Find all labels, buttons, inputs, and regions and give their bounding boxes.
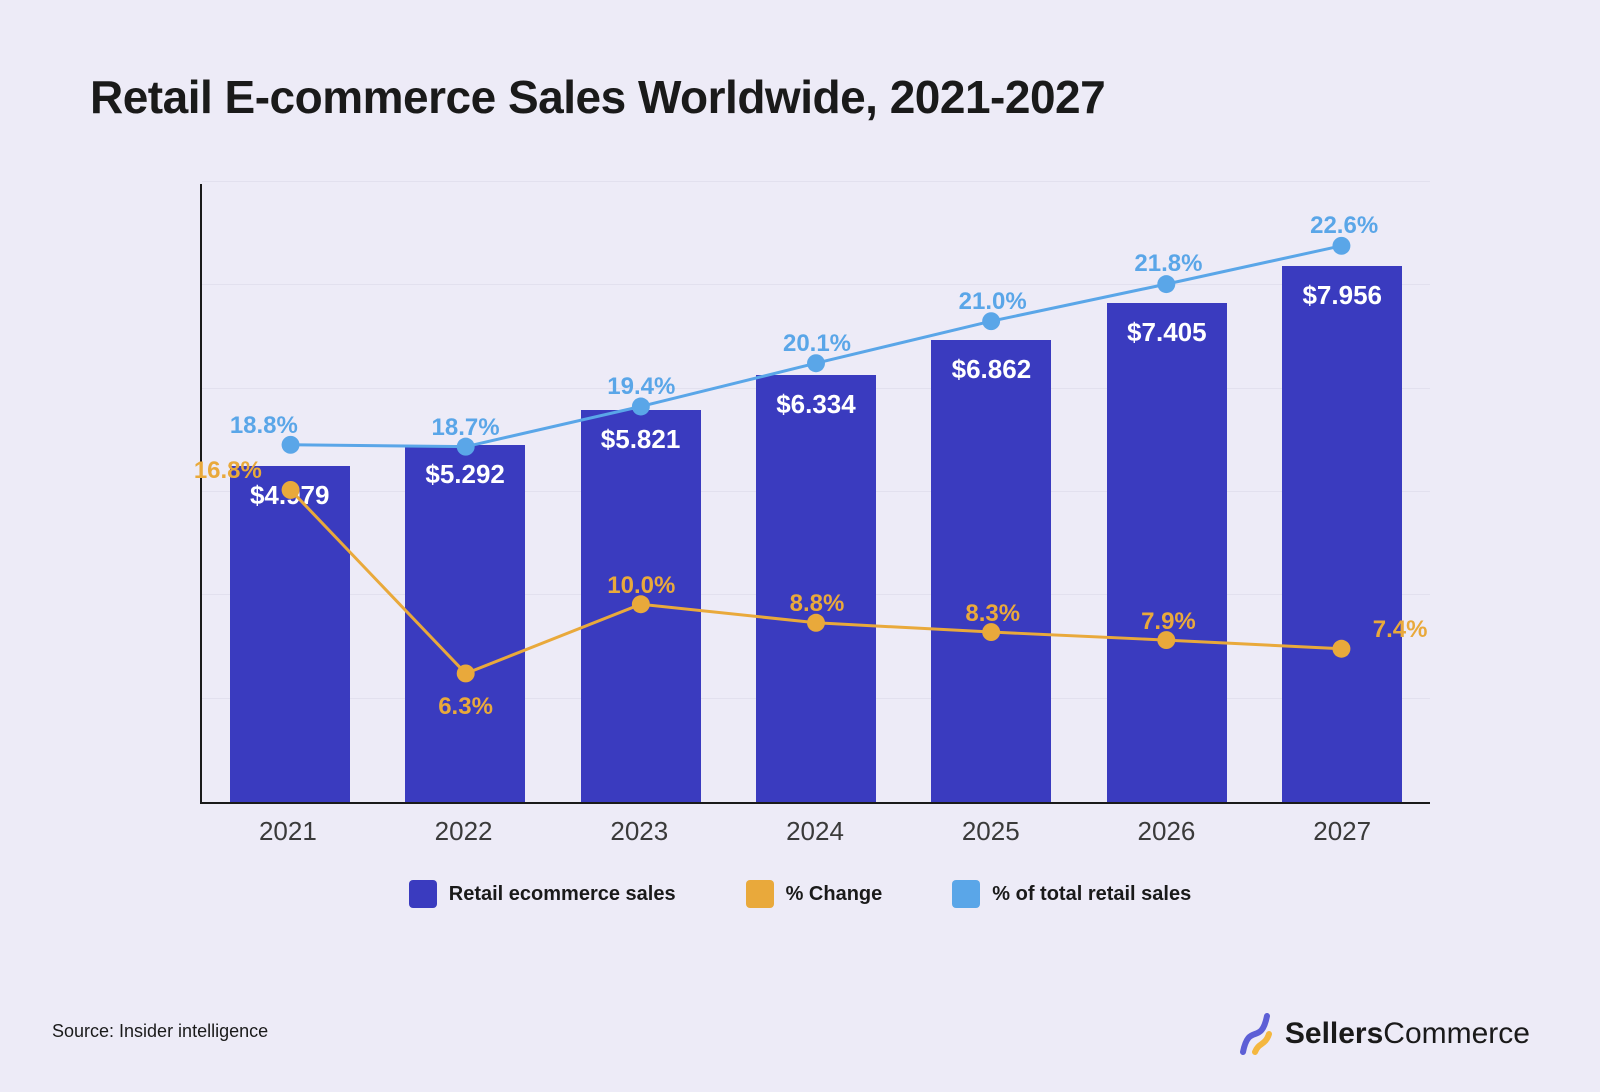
share-value-label: 19.4% xyxy=(607,373,675,401)
legend-swatch xyxy=(746,880,774,908)
change-value-label: 8.3% xyxy=(965,600,1020,628)
bar-slot: $4.979 xyxy=(202,184,377,802)
bars-container: $4.979 $5.292 $5.821 $6.334 $6.862 $7.405 $7.9… xyxy=(202,184,1430,802)
legend-item: Retail ecommerce sales xyxy=(409,880,676,908)
share-value-label: 22.6% xyxy=(1310,212,1378,240)
bar-value-label: $4.979 xyxy=(230,480,350,511)
x-axis-label: 2022 xyxy=(376,816,552,847)
chart-title: Retail E-commerce Sales Worldwide, 2021-… xyxy=(90,70,1510,124)
change-value-label: 16.8% xyxy=(194,457,262,485)
bar-slot: $6.862 xyxy=(904,184,1079,802)
brand-logo-icon xyxy=(1235,1012,1275,1056)
legend-label: Retail ecommerce sales xyxy=(449,883,676,906)
brand-name-light: Commerce xyxy=(1383,1017,1530,1050)
bar-value-label: $5.821 xyxy=(581,424,701,455)
plot-area: $4.979 $5.292 $5.821 $6.334 $6.862 $7.405 $7.9… xyxy=(200,184,1430,804)
bar-value-label: $6.862 xyxy=(931,354,1051,385)
bar-value-label: $7.956 xyxy=(1282,280,1402,311)
share-value-label: 18.7% xyxy=(432,414,500,442)
brand-name-bold: Sellers xyxy=(1285,1017,1383,1050)
grid-line xyxy=(202,181,1430,182)
bar: $5.821 xyxy=(581,410,701,802)
bar: $4.979 xyxy=(230,466,350,802)
x-axis-label: 2024 xyxy=(727,816,903,847)
share-value-label: 18.8% xyxy=(230,412,298,440)
bar: $6.862 xyxy=(931,340,1051,802)
share-value-label: 21.8% xyxy=(1134,250,1202,278)
x-axis-label: 2025 xyxy=(903,816,1079,847)
share-value-label: 20.1% xyxy=(783,330,851,358)
legend-item: % Change xyxy=(746,880,883,908)
bar: $5.292 xyxy=(405,445,525,802)
legend-swatch xyxy=(409,880,437,908)
bar: $6.334 xyxy=(756,375,876,802)
bar: $7.405 xyxy=(1107,303,1227,802)
bar: $7.956 xyxy=(1282,266,1402,802)
brand-text: SellersCommerce xyxy=(1285,1017,1530,1051)
change-value-label: 7.9% xyxy=(1141,608,1196,636)
bar-slot: $6.334 xyxy=(728,184,903,802)
source-text: Source: Insider intelligence xyxy=(52,1021,268,1042)
brand-attribution: SellersCommerce xyxy=(1235,1012,1530,1056)
bar-value-label: $5.292 xyxy=(405,459,525,490)
x-axis-labels: 2021202220232024202520262027 xyxy=(200,816,1430,847)
x-axis-label: 2021 xyxy=(200,816,376,847)
share-value-label: 21.0% xyxy=(959,288,1027,316)
bar-slot: $5.821 xyxy=(553,184,728,802)
change-value-label: 8.8% xyxy=(790,590,845,618)
x-axis-label: 2026 xyxy=(1079,816,1255,847)
legend-label: % Change xyxy=(786,883,883,906)
bar-value-label: $6.334 xyxy=(756,389,876,420)
bar-slot: $7.956 xyxy=(1255,184,1430,802)
chart-canvas: Retail E-commerce Sales Worldwide, 2021-… xyxy=(0,0,1600,1092)
legend: Retail ecommerce sales % Change % of total… xyxy=(0,880,1600,908)
bar-value-label: $7.405 xyxy=(1107,317,1227,348)
legend-item: % of total retail sales xyxy=(952,880,1191,908)
legend-swatch xyxy=(952,880,980,908)
change-value-label: 7.4% xyxy=(1373,616,1428,644)
change-value-label: 6.3% xyxy=(438,693,493,721)
x-axis-label: 2027 xyxy=(1254,816,1430,847)
chart-area: $4.979 $5.292 $5.821 $6.334 $6.862 $7.405 $7.9… xyxy=(200,184,1430,864)
x-axis-label: 2023 xyxy=(551,816,727,847)
legend-label: % of total retail sales xyxy=(992,883,1191,906)
change-value-label: 10.0% xyxy=(607,572,675,600)
